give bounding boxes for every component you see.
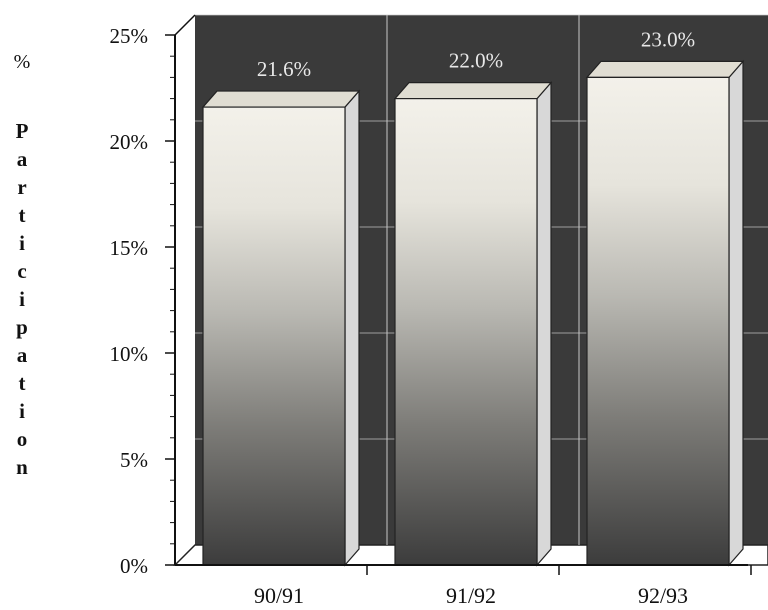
bar-side-face — [728, 59, 744, 567]
y-axis-title-letter: c — [17, 259, 26, 283]
data-label: 22.0% — [449, 49, 503, 73]
y-axis-title-letter: t — [19, 371, 26, 395]
bar-side-face — [536, 81, 552, 567]
y-tick-labels: 0% 5% 10% 15% 20% 25% — [110, 24, 149, 578]
y-tick-label: 10% — [110, 342, 149, 366]
bar — [393, 81, 553, 567]
y-tick-label: 0% — [120, 554, 148, 578]
y-axis-top-edge — [174, 14, 196, 36]
bar-top-face — [201, 90, 361, 108]
x-category-label: 91/92 — [446, 583, 496, 608]
y-axis-title-letter: t — [19, 203, 26, 227]
y-tick-label: 5% — [120, 448, 148, 472]
y-axis-title-letter: o — [17, 427, 28, 451]
y-axis-title-letter: r — [17, 175, 26, 199]
bar-front-face — [394, 97, 538, 566]
y-tick-label: 15% — [110, 236, 149, 260]
y-axis-title-letter: P — [16, 119, 29, 143]
axes — [165, 14, 752, 575]
bar-top-face — [393, 81, 553, 100]
data-labels: 21.6% 22.0% 23.0% — [257, 27, 695, 81]
bar-side-face — [344, 89, 360, 567]
y-tick-label: 20% — [110, 130, 149, 154]
y-axis-title-letter: i — [19, 231, 25, 255]
data-label: 23.0% — [641, 27, 695, 51]
x-category-labels: 90/91 91/92 92/93 — [254, 583, 688, 608]
y-axis-title-letter: i — [19, 287, 25, 311]
data-label: 21.6% — [257, 57, 311, 81]
bar — [585, 59, 745, 567]
bars — [201, 59, 745, 567]
bar-front-face — [202, 106, 346, 566]
y-axis-title-letter: i — [19, 399, 25, 423]
y-axis-title-unit: % — [14, 51, 31, 73]
y-axis-title-letter: a — [17, 343, 28, 367]
bar-top-face — [585, 60, 745, 79]
y-axis-title-letter: p — [16, 315, 28, 339]
bar — [201, 89, 361, 567]
y-tick-label: 25% — [110, 24, 149, 48]
y-axis-title-letter: n — [16, 455, 28, 479]
bar-front-face — [586, 76, 730, 566]
y-axis-title-letter: a — [17, 147, 28, 171]
x-category-label: 92/93 — [638, 583, 688, 608]
x-category-label: 90/91 — [254, 583, 304, 608]
